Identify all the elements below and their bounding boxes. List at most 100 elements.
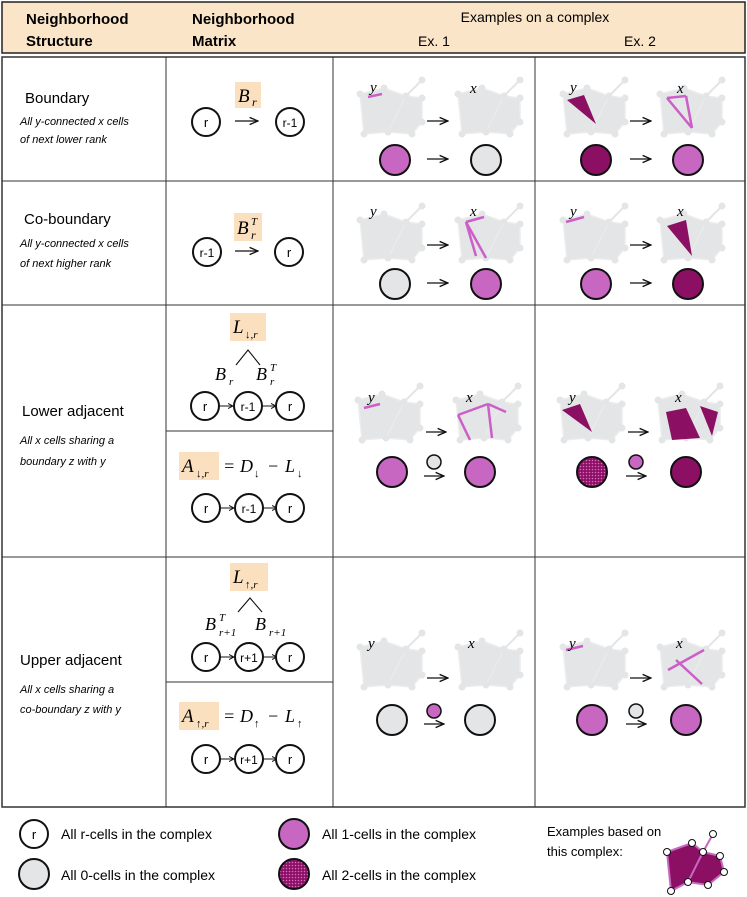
row-boundary: Boundary All y-connected x cells of next… bbox=[19, 75, 727, 176]
row-description-line2: boundary z with y bbox=[20, 456, 107, 468]
row-description-line2: of next higher rank bbox=[20, 258, 112, 270]
highlight-edge bbox=[666, 97, 693, 129]
row-description-line1: All x cells sharing a bbox=[19, 684, 114, 696]
highlight-edge bbox=[486, 403, 494, 439]
complex-graphic bbox=[453, 201, 525, 265]
one-cell-circle bbox=[576, 704, 608, 736]
matrix-subscript: r+1 bbox=[269, 627, 286, 639]
highlight-edge bbox=[464, 221, 488, 259]
matrix-subscript: ↑,r bbox=[196, 718, 209, 730]
highlight-edge bbox=[684, 95, 694, 129]
matrix-symbol-l: L bbox=[232, 567, 244, 588]
zero-cell-circle bbox=[470, 144, 502, 176]
node-r-minus-1: r-1 bbox=[275, 107, 305, 137]
legend-one-cells: All 1-cells in the complex bbox=[278, 818, 476, 850]
matrix-symbol-d: D bbox=[239, 706, 253, 726]
tree-branch bbox=[235, 349, 261, 366]
svg-text:r: r bbox=[204, 115, 209, 130]
minus-sign: − bbox=[267, 456, 279, 476]
matrix-label-background bbox=[179, 702, 219, 730]
matrix-subscript: ↓,r bbox=[196, 468, 209, 480]
node-r: r bbox=[274, 237, 304, 267]
legend-examples-line2: this complex: bbox=[547, 844, 623, 859]
header-structure-line2: Structure bbox=[26, 33, 93, 50]
highlight-face bbox=[562, 404, 592, 432]
header-matrix-line2: Matrix bbox=[192, 33, 237, 50]
svg-text:r-1: r-1 bbox=[200, 246, 215, 260]
one-cell-circle bbox=[379, 144, 411, 176]
two-cell-circle bbox=[576, 456, 608, 488]
one-cell-circle bbox=[672, 144, 704, 176]
two-cell-circle bbox=[670, 456, 702, 488]
highlight-edge bbox=[666, 94, 687, 100]
svg-text:All r-cells in the complex: All r-cells in the complex bbox=[61, 826, 212, 842]
svg-text:r: r bbox=[288, 650, 293, 665]
svg-text:r+1: r+1 bbox=[240, 651, 258, 665]
example-complex-graphic bbox=[663, 830, 728, 895]
two-cell-circle bbox=[672, 268, 704, 300]
zero-cell-circle bbox=[464, 704, 496, 736]
row-title: Boundary bbox=[25, 90, 90, 107]
label-y: y bbox=[568, 204, 577, 220]
highlight-edge bbox=[565, 215, 585, 224]
highlight-edge bbox=[363, 402, 381, 410]
highlight-face bbox=[667, 220, 692, 256]
row-title: Lower adjacent bbox=[22, 403, 125, 420]
matrix-symbol-l: L bbox=[284, 706, 295, 726]
matrix-label-background bbox=[179, 452, 219, 480]
svg-text:r: r bbox=[32, 827, 37, 842]
one-cell-circle bbox=[464, 456, 496, 488]
node-chain: r r-1 r bbox=[191, 493, 305, 523]
complex-graphic bbox=[355, 75, 427, 139]
svg-text:r-1: r-1 bbox=[283, 116, 298, 130]
highlight-edge bbox=[465, 215, 485, 224]
highlight-edge bbox=[487, 402, 507, 414]
matrix-symbol-b: B bbox=[255, 614, 266, 634]
header-ex1: Ex. 1 bbox=[418, 33, 450, 49]
matrix-label-background bbox=[230, 563, 268, 591]
highlight-edge bbox=[565, 644, 584, 652]
svg-text:All 1-cells in the complex: All 1-cells in the complex bbox=[322, 826, 476, 842]
svg-text:r: r bbox=[287, 245, 292, 260]
highlight-edge bbox=[675, 659, 703, 685]
zero-cell-circle-small bbox=[628, 703, 644, 719]
header-ex2: Ex. 2 bbox=[624, 33, 656, 49]
legend-two-cells: All 2-cells in the complex bbox=[278, 858, 476, 890]
legend-examples-line1: Examples based on bbox=[547, 824, 661, 839]
matrix-superscript-t: T bbox=[251, 216, 258, 228]
matrix-subscript-r: r bbox=[251, 228, 256, 242]
node-r-minus-1: r-1 bbox=[192, 237, 222, 267]
matrix-subscript: ↓ bbox=[297, 468, 303, 480]
svg-text:r: r bbox=[288, 399, 293, 414]
row-title: Upper adjacent bbox=[20, 652, 123, 669]
svg-text:r-1: r-1 bbox=[241, 400, 256, 414]
one-cell-circle bbox=[580, 268, 612, 300]
two-cell-circle bbox=[580, 144, 612, 176]
matrix-label-background bbox=[235, 82, 261, 108]
matrix-symbol-b: B bbox=[237, 218, 249, 239]
complex-graphic bbox=[453, 628, 525, 692]
svg-text:r+1: r+1 bbox=[240, 753, 258, 767]
one-cell-circle bbox=[670, 704, 702, 736]
row-title: Co-boundary bbox=[24, 211, 111, 228]
label-x: x bbox=[676, 204, 684, 220]
complex-graphic bbox=[353, 381, 425, 445]
table-grid bbox=[1, 56, 746, 808]
matrix-label-background bbox=[234, 213, 262, 241]
matrix-symbol-a: A bbox=[180, 706, 194, 727]
highlight-edge bbox=[667, 648, 705, 672]
row-description-line1: All y-connected x cells bbox=[19, 238, 129, 250]
minus-sign: − bbox=[267, 706, 279, 726]
label-y: y bbox=[368, 80, 377, 96]
node-chain: r r+1 r bbox=[191, 642, 305, 672]
matrix-subscript: ↓ bbox=[254, 468, 260, 480]
row-lower-adjacent: Lower adjacent All x cells sharing a bou… bbox=[19, 313, 725, 523]
matrix-symbol-l: L bbox=[284, 456, 295, 476]
complex-graphic bbox=[355, 628, 427, 692]
svg-text:r: r bbox=[204, 501, 209, 516]
highlight-face bbox=[567, 95, 596, 124]
one-cell-circle-small bbox=[426, 703, 442, 719]
label-x: x bbox=[674, 390, 682, 406]
matrix-subscript: ↓,r bbox=[245, 329, 258, 341]
matrix-subscript: ↑,r bbox=[245, 579, 258, 591]
